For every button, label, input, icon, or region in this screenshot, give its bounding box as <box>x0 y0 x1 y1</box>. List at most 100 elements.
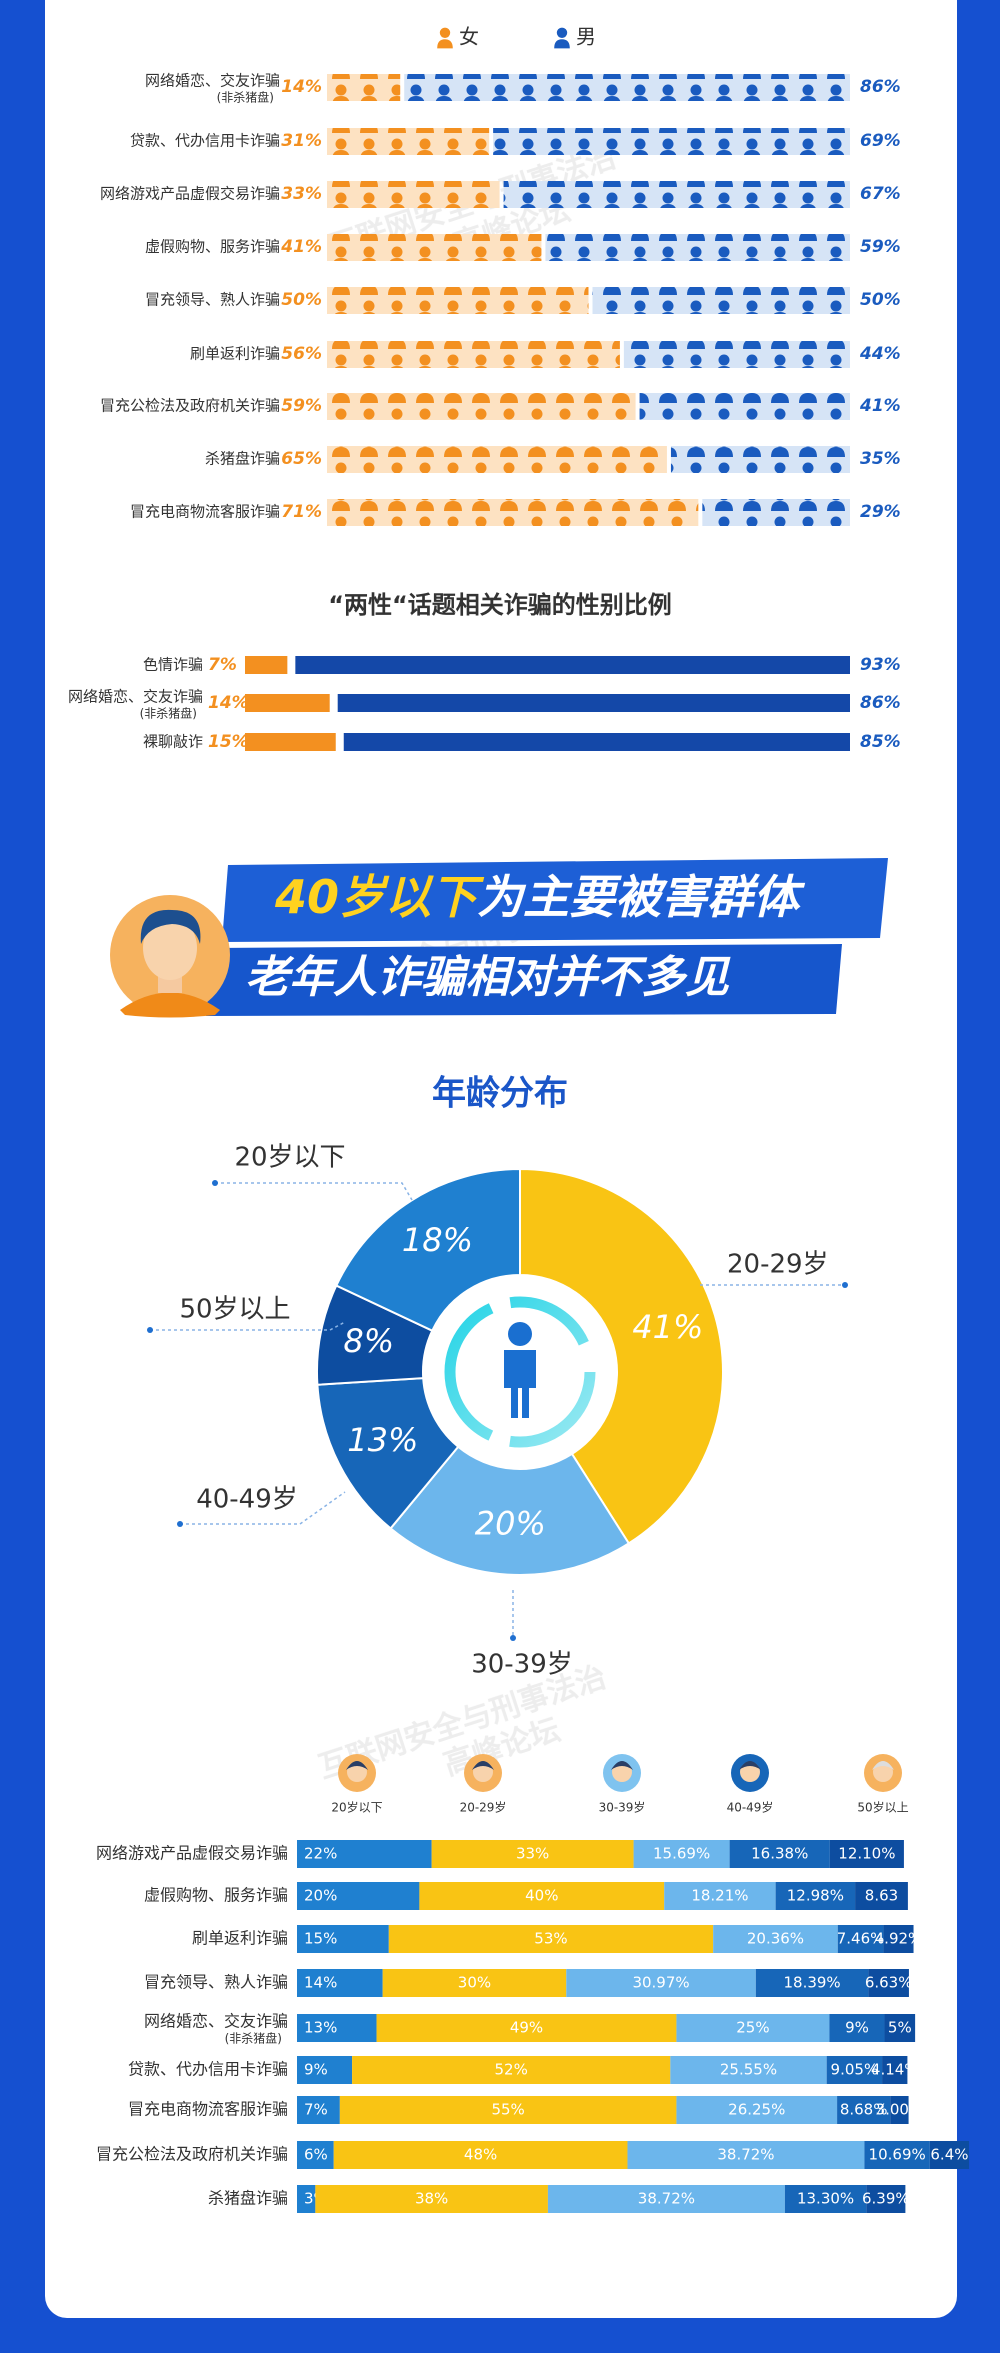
leader-line <box>215 1182 413 1201</box>
segment-label: 6.63% <box>865 1974 913 1992</box>
female-pct: 15% <box>208 732 249 752</box>
category-note: (非杀猪盘) <box>140 706 197 721</box>
stack-segment <box>775 1882 856 1910</box>
female-bar <box>327 181 500 208</box>
stack-segment <box>566 1969 756 1997</box>
center-icon <box>508 1322 532 1346</box>
pie-slice <box>334 1167 521 1333</box>
category-label: 冒充领导、熟人诈骗 <box>144 1973 288 1992</box>
category-label: 色情诈骗 <box>143 656 203 674</box>
male-pct: 86% <box>860 77 901 97</box>
stack-segment <box>676 2096 838 2124</box>
legend-label: 50岁以上 <box>857 1800 908 1815</box>
stack-segment <box>297 1969 383 1997</box>
female-bar <box>327 74 401 101</box>
segment-label: 13% <box>304 2019 337 2037</box>
male-pct: 67% <box>860 184 901 204</box>
segment-label: 8.68% <box>840 2101 888 2119</box>
segment-label: 3.00% <box>876 2101 924 2119</box>
female-pct: 56% <box>281 344 322 364</box>
segment-label: 9% <box>304 2061 328 2079</box>
slice-label: 20% <box>475 1505 546 1543</box>
segment-label: 25% <box>736 2019 769 2037</box>
stack-segment <box>755 1969 869 1997</box>
category-label: 网络婚恋、交友诈骗 <box>144 2012 288 2031</box>
male-bar <box>493 128 850 155</box>
female-bar <box>327 393 636 420</box>
category-label: 虚假购物、服务诈骗 <box>145 238 280 256</box>
stack-segment <box>929 2141 970 2169</box>
stack-segment <box>547 2185 785 2213</box>
female-bar <box>327 287 589 314</box>
legend-avatar-hair <box>872 1761 894 1770</box>
segment-label: 20.36% <box>747 1930 804 1948</box>
category-label: 冒充电商物流客服诈骗 <box>128 2100 288 2119</box>
segment-label: 38.72% <box>717 2146 774 2164</box>
male-pct: 69% <box>860 131 901 151</box>
stack-segment <box>627 2141 865 2169</box>
legend-label: 男 <box>576 25 596 49</box>
category-label: 贷款、代办信用卡诈骗 <box>128 2060 288 2079</box>
segment-label: 10.69% <box>869 2146 926 2164</box>
segment-label: 5% <box>888 2019 912 2037</box>
stack-segment <box>855 1882 908 1910</box>
segment-label: 4.14% <box>871 2061 919 2079</box>
male-bar <box>592 287 850 314</box>
segment-label: 6.39% <box>862 2190 910 2208</box>
leader-line <box>180 1491 346 1525</box>
category-note: (非杀猪盘) <box>225 2031 282 2046</box>
female-pct: 71% <box>281 502 322 522</box>
segment-label: 12.98% <box>787 1887 844 1905</box>
leader-dot <box>212 1180 218 1186</box>
legend-label: 30-39岁 <box>599 1800 646 1815</box>
avatar-neck <box>158 975 182 993</box>
slice-label: 41% <box>632 1308 703 1346</box>
male-pct: 50% <box>860 290 901 310</box>
category-label: 冒充电商物流客服诈骗 <box>130 503 280 521</box>
male-bar <box>337 694 850 712</box>
male-pct: 85% <box>860 732 901 752</box>
female-bar <box>327 446 667 473</box>
segment-label: 49% <box>510 2019 543 2037</box>
male-pct: 59% <box>860 237 901 257</box>
avatar-hair <box>140 909 201 944</box>
stack-segment <box>837 1925 884 1953</box>
female-pct: 59% <box>281 396 322 416</box>
segment-label: 48% <box>464 2146 497 2164</box>
legend-avatar-face <box>740 1762 760 1782</box>
category-label: 网络游戏产品虚假交易诈骗 <box>96 1844 288 1863</box>
segment-label: 14% <box>304 1974 337 1992</box>
stack-segment <box>419 1882 665 1910</box>
male-bar <box>702 499 850 526</box>
segment-label: 7.46% <box>837 1930 885 1948</box>
category-label: 刷单返利诈骗 <box>192 1929 288 1948</box>
segment-label: 18.21% <box>691 1887 748 1905</box>
segment-label: 40% <box>525 1887 558 1905</box>
pie-slice <box>519 1167 724 1545</box>
female-bar <box>245 733 336 751</box>
category-label: 冒充领导、熟人诈骗 <box>145 291 280 309</box>
segment-label: 9% <box>845 2019 869 2037</box>
segment-label: 30.97% <box>632 1974 689 1992</box>
male-bar <box>404 74 850 101</box>
male-bar <box>295 656 851 674</box>
stack-segment <box>297 1882 420 1910</box>
legend-icon <box>556 27 568 38</box>
banner-highlight: 40岁以下 <box>274 870 485 924</box>
female-pct: 14% <box>208 693 249 713</box>
legend-label: 20-29岁 <box>460 1800 507 1815</box>
female-bar <box>327 234 542 261</box>
male-pct: 41% <box>859 396 901 416</box>
stack-segment <box>333 2141 628 2169</box>
leader-dot <box>177 1521 183 1527</box>
segment-label: 38.72% <box>638 2190 695 2208</box>
female-pct: 7% <box>208 655 237 675</box>
segment-label: 6.4% <box>930 2146 968 2164</box>
male-pct: 29% <box>860 502 901 522</box>
stack-segment <box>297 2185 316 2213</box>
category-label: 冒充公检法及政府机关诈骗 <box>100 397 280 415</box>
pie-category: 20-29岁 <box>727 1250 829 1280</box>
segment-label: 22% <box>304 1845 337 1863</box>
leader-dot <box>510 1635 516 1641</box>
